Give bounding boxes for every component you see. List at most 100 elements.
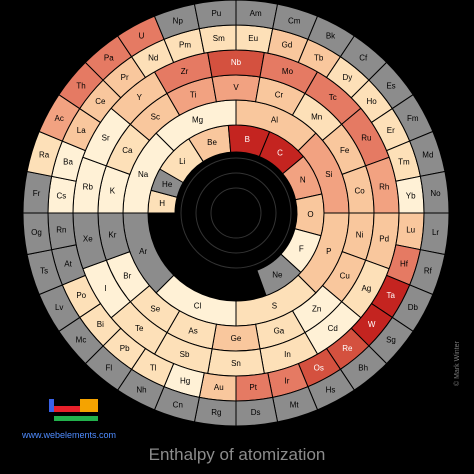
element-symbol: Cl (194, 301, 202, 310)
element-symbol: Rh (379, 182, 389, 191)
element-symbol: Og (31, 228, 42, 237)
site-link[interactable]: www.webelements.com (22, 430, 117, 440)
element-symbol: Ho (367, 97, 378, 106)
element-symbol: Zn (312, 305, 321, 314)
element-symbol: Al (271, 116, 278, 125)
element-symbol: Nh (136, 385, 146, 394)
element-symbol: Fr (33, 189, 41, 198)
element-symbol: Ti (190, 91, 197, 100)
element-symbol: Ta (387, 291, 396, 300)
element-symbol: Cn (173, 400, 183, 409)
element-symbol: As (188, 326, 197, 335)
element-symbol: Na (138, 170, 149, 179)
element-symbol: Te (135, 324, 144, 333)
element-symbol: Sc (151, 112, 160, 121)
element-symbol: Sb (180, 350, 190, 359)
element-symbol: Sr (102, 133, 110, 142)
element-symbol: Po (76, 291, 86, 300)
element-symbol: Ds (251, 408, 261, 417)
element-symbol: W (368, 320, 376, 329)
element-symbol: Mn (311, 112, 322, 121)
element-symbol: Pd (379, 235, 389, 244)
element-symbol: Tb (314, 54, 324, 63)
element-symbol: Sg (386, 336, 396, 345)
element-symbol: O (307, 210, 313, 219)
element-symbol: Ga (274, 326, 285, 335)
element-cell-og[interactable] (22, 212, 53, 256)
element-symbol: H (159, 199, 165, 208)
element-symbol: P (326, 247, 331, 256)
element-symbol: Lu (406, 226, 415, 235)
element-symbol: Os (314, 363, 324, 372)
element-symbol: Th (76, 81, 85, 90)
element-symbol: Cu (340, 271, 350, 280)
element-symbol: Sn (231, 359, 241, 368)
element-symbol: Ac (54, 114, 63, 123)
element-symbol: N (300, 176, 306, 185)
element-symbol: Cm (288, 17, 301, 26)
element-symbol: S (272, 301, 277, 310)
element-symbol: Md (422, 150, 433, 159)
element-symbol: Ge (231, 334, 242, 343)
element-symbol: U (139, 32, 145, 41)
element-symbol: Np (173, 17, 184, 26)
element-symbol: Bk (326, 32, 336, 41)
element-symbol: Hf (400, 259, 409, 268)
guide-circles (180, 157, 292, 269)
element-symbol: Lv (55, 303, 63, 312)
element-symbol: Ts (40, 267, 48, 276)
element-symbol: Pa (104, 54, 114, 63)
element-symbol: Pb (120, 344, 130, 353)
element-symbol: Cs (56, 191, 66, 200)
element-symbol: Co (354, 187, 365, 196)
element-symbol: Tc (329, 93, 337, 102)
element-symbol: At (64, 259, 72, 268)
element-symbol: Tl (150, 363, 157, 372)
element-symbol: K (110, 187, 116, 196)
chart-title: Enthalpy of atomization (148, 445, 326, 464)
element-symbol: Dy (342, 73, 352, 82)
element-symbol: Nb (231, 58, 242, 67)
guide-circle (180, 157, 292, 269)
element-symbol: Re (342, 344, 353, 353)
element-symbol: Hg (180, 376, 190, 385)
element-symbol: Lr (432, 228, 439, 237)
element-symbol: Hs (326, 385, 336, 394)
element-symbol: I (105, 284, 107, 293)
element-symbol: F (299, 244, 304, 253)
element-symbol: Nd (148, 54, 158, 63)
webelements-logo (49, 399, 98, 421)
element-symbol: Cr (275, 91, 284, 100)
element-symbol: He (162, 180, 173, 189)
element-symbol: Be (207, 138, 217, 147)
credit-text: © Mark Winter (454, 341, 461, 386)
element-symbol: Er (387, 126, 395, 135)
element-symbol: Ni (356, 230, 364, 239)
element-symbol: Ne (272, 270, 283, 279)
element-symbol: Mg (192, 116, 203, 125)
element-symbol: Au (214, 383, 224, 392)
element-symbol: Cf (359, 54, 368, 63)
element-symbol: Ca (122, 146, 133, 155)
element-symbol: Y (137, 93, 143, 102)
element-symbol: Tm (398, 158, 410, 167)
element-symbol: Gd (282, 41, 293, 50)
element-symbol: Eu (248, 34, 258, 43)
element-symbol: In (284, 350, 291, 359)
element-symbol: Ba (63, 158, 73, 167)
guide-circle (195, 172, 277, 254)
element-symbol: Kr (108, 230, 116, 239)
element-symbol: Si (325, 170, 332, 179)
element-symbol: No (430, 189, 441, 198)
element-symbol: Fe (340, 146, 350, 155)
element-symbol: Ir (284, 376, 289, 385)
element-symbol: Br (123, 271, 131, 280)
element-symbol: Cd (328, 324, 338, 333)
element-cells: H He Li Be B C N O F Ne Na Mg Al Si P S Cl Ar K Ca Sc Ti V Cr Mn… (22, 0, 450, 427)
element-symbol: Pt (249, 383, 257, 392)
element-symbol: Bi (97, 320, 104, 329)
element-symbol: Se (150, 305, 160, 314)
element-symbol: Xe (83, 235, 93, 244)
element-symbol: Pu (211, 9, 221, 18)
